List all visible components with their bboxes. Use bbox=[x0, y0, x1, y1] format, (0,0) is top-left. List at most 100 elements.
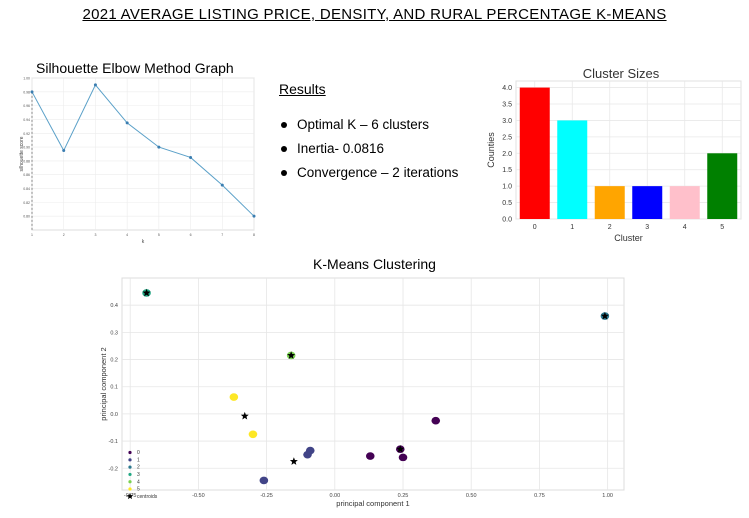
bar-x-tick: 4 bbox=[683, 224, 687, 231]
scatter-x-tick: 0.50 bbox=[466, 493, 477, 499]
elbow-x-label: k bbox=[142, 239, 145, 245]
result-item-inertia: Inertia- 0.0816 bbox=[279, 138, 458, 162]
scatter-x-tick: -0.25 bbox=[260, 493, 273, 499]
bar-y-tick: 2.5 bbox=[502, 134, 512, 141]
bar-x-label: Cluster bbox=[614, 233, 643, 243]
bar-cluster-2 bbox=[594, 186, 625, 219]
main-title: 2021 AVERAGE LISTING PRICE, DENSITY, AND… bbox=[82, 6, 667, 23]
elbow-y-tick: 0.84 bbox=[23, 187, 30, 191]
scatter-y-tick: 0.1 bbox=[110, 385, 118, 391]
scatter-x-tick: 0.25 bbox=[398, 493, 409, 499]
elbow-x-tick: 3 bbox=[94, 233, 96, 237]
legend-marker-4 bbox=[128, 480, 132, 484]
elbow-y-tick: 1.00 bbox=[23, 77, 30, 81]
cluster-sizes-chart: 0.0 0.5 1.0 1.5 2.0 2.5 3.0 3.5 4.0 0 1 2 3 4 5 Cluster… bbox=[486, 80, 742, 243]
elbow-point bbox=[189, 155, 193, 159]
scatter-x-tick: 0.00 bbox=[329, 493, 340, 499]
legend-marker-3 bbox=[128, 472, 132, 477]
scatter-y-tick: 0.2 bbox=[110, 358, 118, 364]
elbow-y-tick: 0.86 bbox=[23, 173, 30, 177]
legend-label: 5 bbox=[137, 487, 140, 493]
elbow-point bbox=[30, 90, 34, 94]
elbow-x-tick: 2 bbox=[63, 233, 65, 237]
kmeans-chart-title: K-Means Clustering bbox=[313, 256, 436, 272]
elbow-y-tick: 0.98 bbox=[23, 90, 30, 94]
elbow-point bbox=[93, 83, 97, 87]
scatter-y-tick: -0.1 bbox=[109, 439, 118, 445]
elbow-point bbox=[252, 214, 256, 218]
scatter-y-tick: -0.2 bbox=[109, 466, 118, 472]
bar-y-tick: 3.0 bbox=[502, 118, 512, 125]
elbow-x-tick: 7 bbox=[221, 233, 223, 237]
elbow-line bbox=[31, 83, 255, 217]
bar-cluster-1 bbox=[557, 120, 588, 219]
elbow-point bbox=[62, 149, 66, 153]
results-list: Optimal K – 6 clusters Inertia- 0.0816 C… bbox=[279, 114, 458, 186]
scatter-y-label: principal component 2 bbox=[99, 347, 108, 420]
legend-marker-centroids bbox=[126, 492, 134, 500]
bar-y-tick: 1.0 bbox=[502, 184, 512, 191]
bar-y-label: Counties bbox=[486, 132, 496, 168]
centroid-star bbox=[289, 457, 298, 465]
bar-x-tick: 0 bbox=[533, 224, 537, 231]
elbow-point bbox=[220, 183, 224, 187]
cluster-0-point bbox=[365, 452, 375, 460]
scatter-y-tick: 0.0 bbox=[110, 412, 118, 418]
legend-label: centroids bbox=[137, 494, 158, 500]
cluster-5-point bbox=[229, 393, 239, 401]
centroid-star bbox=[287, 351, 296, 359]
elbow-y-tick: 0.88 bbox=[23, 159, 30, 163]
result-item-convergence: Convergence – 2 iterations bbox=[279, 162, 458, 186]
result-item-optimal-k: Optimal K – 6 clusters bbox=[279, 114, 458, 138]
kmeans-scatter-chart: -0.75-0.50-0.250.000.250.500.751.00-0.2-… bbox=[99, 277, 625, 508]
cluster-1-point bbox=[303, 450, 312, 459]
bar-cluster-0 bbox=[519, 87, 550, 219]
bar-x-tick: 5 bbox=[720, 224, 724, 231]
bar-cluster-4 bbox=[669, 186, 700, 219]
bar-y-tick: 3.5 bbox=[502, 102, 512, 109]
elbow-x-tick: 1 bbox=[31, 233, 33, 237]
legend-marker-0 bbox=[128, 450, 132, 455]
elbow-plot-area bbox=[31, 77, 255, 231]
bar-y-tick: 0.5 bbox=[502, 200, 512, 207]
legend-label: 3 bbox=[137, 472, 140, 478]
cluster-1-point bbox=[259, 476, 269, 485]
elbow-point bbox=[157, 145, 161, 149]
elbow-y-tick: 0.96 bbox=[23, 104, 30, 108]
scatter-x-tick: 1.00 bbox=[602, 493, 613, 499]
legend-label: 0 bbox=[137, 450, 140, 456]
centroid-star bbox=[396, 445, 405, 453]
legend-marker-2 bbox=[128, 465, 132, 469]
elbow-y-tick: 0.92 bbox=[23, 132, 30, 136]
cluster-sizes-title: Cluster Sizes bbox=[582, 66, 660, 81]
bar-y-tick: 2.0 bbox=[502, 151, 512, 158]
legend-marker-1 bbox=[128, 458, 132, 462]
scatter-y-tick: 0.3 bbox=[110, 330, 118, 336]
bar-y-tick: 0.0 bbox=[502, 217, 512, 224]
elbow-point bbox=[125, 121, 129, 125]
bar-x-tick: 1 bbox=[570, 224, 574, 231]
elbow-chart-title: Silhouette Elbow Method Graph bbox=[36, 60, 234, 76]
scatter-y-tick: 0.4 bbox=[110, 303, 118, 309]
centroid-star bbox=[240, 411, 249, 420]
bar-cluster-5 bbox=[707, 153, 738, 219]
elbow-y-tick: 0.80 bbox=[23, 215, 30, 219]
legend-marker-5 bbox=[128, 487, 132, 491]
legend-label: 2 bbox=[137, 465, 140, 471]
elbow-x-tick: 8 bbox=[253, 233, 255, 237]
elbow-y-tick: 0.90 bbox=[23, 146, 30, 150]
scatter-x-label: principal component 1 bbox=[336, 499, 409, 508]
cluster-5-point bbox=[248, 430, 258, 439]
bar-cluster-3 bbox=[632, 186, 663, 219]
elbow-chart: 0.80 0.82 0.84 0.86 0.88 0.90 0.92 0.94 0.96 0.98… bbox=[19, 77, 256, 245]
elbow-x-tick: 6 bbox=[190, 233, 192, 237]
cluster-0-point bbox=[398, 453, 408, 462]
scatter-x-tick: 0.75 bbox=[534, 493, 545, 499]
scatter-x-tick: -0.50 bbox=[192, 493, 205, 499]
elbow-x-tick: 4 bbox=[126, 233, 128, 237]
elbow-x-tick: 5 bbox=[158, 233, 160, 237]
bar-x-tick: 2 bbox=[608, 224, 612, 231]
bar-y-tick: 1.5 bbox=[502, 167, 512, 174]
elbow-y-label: silhouette score bbox=[19, 136, 25, 171]
legend-label: 4 bbox=[137, 479, 140, 485]
